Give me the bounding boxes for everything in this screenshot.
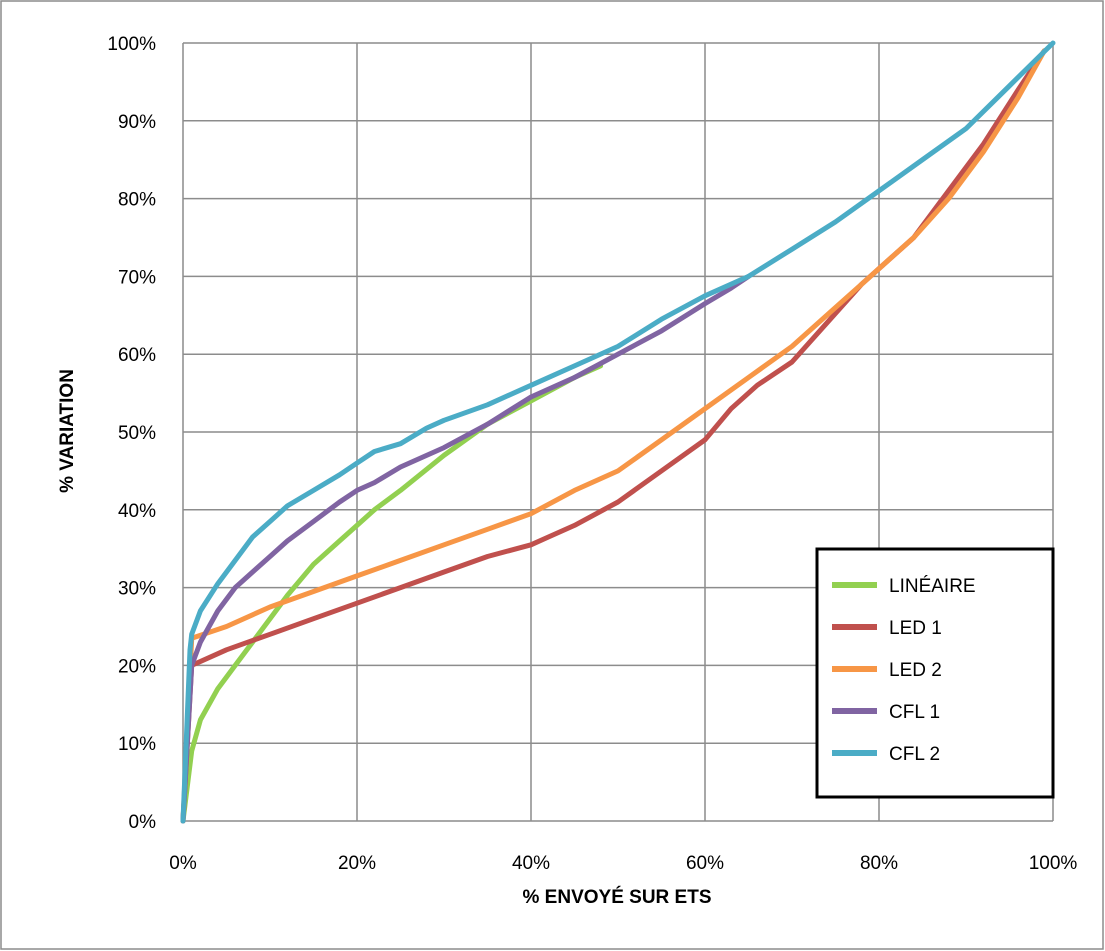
- legend-label-led-1: LED 1: [889, 618, 942, 639]
- y-tick-label: 80%: [118, 190, 156, 211]
- legend-label-cfl-1: CFL 1: [889, 702, 940, 723]
- y-tick-label: 0%: [129, 812, 157, 833]
- y-tick-label: 70%: [118, 267, 156, 288]
- legend-label-led-2: LED 2: [889, 660, 942, 681]
- x-tick-label: 60%: [686, 853, 724, 874]
- y-tick-label: 30%: [118, 579, 156, 600]
- series-line-cfl-1: [180, 273, 751, 824]
- legend-label-lin-aire: LINÉAIRE: [889, 576, 976, 597]
- series-line-led-2: [180, 48, 1047, 824]
- x-tick-label: 0%: [169, 853, 197, 874]
- grid: [182, 42, 1054, 822]
- x-axis-ticks: 0% 20% 40% 60% 80% 100%: [169, 853, 1077, 874]
- y-tick-label: 50%: [118, 423, 156, 444]
- legend-label-cfl-2: CFL 2: [889, 744, 940, 765]
- y-tick-label: 100%: [107, 34, 156, 55]
- y-axis-ticks: 0% 10% 20% 30% 40% 50% 60% 70% 80% 90% 100%: [107, 34, 156, 833]
- x-tick-label: 40%: [512, 853, 550, 874]
- y-tick-label: 40%: [118, 501, 156, 522]
- y-axis-title: % VARIATION: [57, 369, 78, 493]
- legend: LINÉAIRE LED 1 LED 2 CFL 1 CFL 2: [815, 547, 1055, 799]
- x-axis-title: % ENVOYÉ SUR ETS: [523, 886, 712, 908]
- y-tick-label: 60%: [118, 345, 156, 366]
- series-lines: [180, 40, 1056, 824]
- x-tick-label: 20%: [338, 853, 376, 874]
- y-tick-label: 90%: [118, 112, 156, 133]
- y-tick-label: 10%: [118, 734, 156, 755]
- series-line-cfl-2: [180, 40, 1056, 824]
- x-tick-label: 80%: [860, 853, 898, 874]
- y-tick-label: 20%: [118, 656, 156, 677]
- x-tick-label: 100%: [1029, 853, 1078, 874]
